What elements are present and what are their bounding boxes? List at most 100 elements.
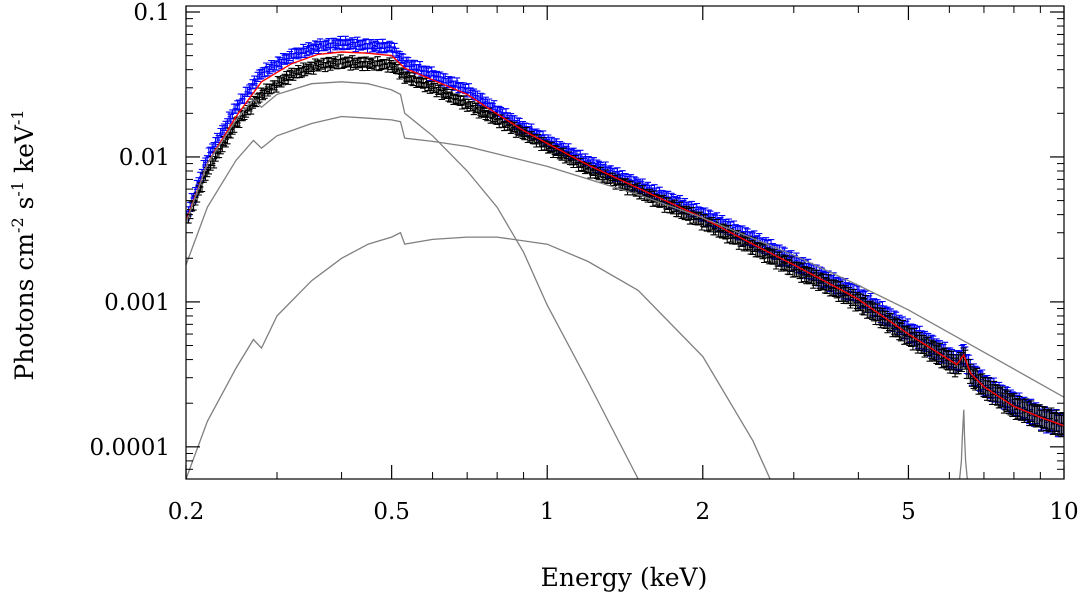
- data-point: [252, 78, 260, 89]
- data-point: [933, 344, 940, 364]
- data-point: [897, 322, 905, 342]
- data-point: [438, 89, 445, 101]
- data-point: [447, 77, 454, 88]
- data-point: [877, 310, 884, 329]
- data-point: [479, 106, 486, 117]
- data-point: [539, 130, 547, 141]
- data-point: [621, 179, 628, 191]
- data-point: [891, 316, 898, 335]
- data-point: [244, 86, 251, 97]
- data-point: [477, 105, 484, 116]
- data-point: [813, 269, 820, 286]
- data-point: [675, 197, 682, 211]
- y-tick-label: 0.001: [104, 290, 170, 316]
- data-point: [420, 78, 427, 89]
- data-series-1: [186, 54, 1064, 438]
- data-point: [707, 218, 714, 233]
- data-point: [377, 59, 385, 71]
- data-point: [739, 232, 746, 247]
- data-point: [323, 58, 331, 69]
- data-point: [1049, 412, 1057, 436]
- data-point: [482, 109, 489, 121]
- data-point: [303, 46, 310, 57]
- data-point: [989, 384, 996, 405]
- x-tick-label: 1: [540, 499, 555, 525]
- data-point: [470, 88, 478, 99]
- data-point: [744, 237, 751, 252]
- data-point: [749, 232, 756, 247]
- data-point: [627, 181, 635, 193]
- data-point: [220, 123, 228, 134]
- x-tick-label: 2: [695, 499, 710, 525]
- data-point: [572, 154, 579, 166]
- data-point: [266, 84, 273, 95]
- data-point: [469, 101, 476, 112]
- data-point: [219, 142, 226, 153]
- data-point: [553, 145, 560, 157]
- data-point: [845, 286, 852, 305]
- data-point: [281, 54, 288, 65]
- data-point: [742, 235, 749, 251]
- data-point: [847, 291, 854, 309]
- x-tick-label: 0.5: [373, 499, 410, 525]
- data-point: [507, 123, 515, 134]
- data-point: [369, 42, 376, 53]
- data-point: [1000, 392, 1008, 414]
- data-point: [869, 302, 876, 320]
- data-point: [518, 127, 525, 138]
- data-point: [605, 173, 613, 184]
- data-point: [406, 61, 413, 72]
- data-point: [455, 82, 462, 94]
- data-point: [649, 187, 657, 200]
- data-point: [347, 60, 354, 71]
- data-point: [875, 307, 883, 326]
- data-point: [504, 112, 511, 123]
- data-point: [357, 40, 364, 51]
- data-point: [718, 215, 726, 229]
- data-point: [492, 114, 499, 125]
- data-point: [889, 319, 896, 338]
- data-point: [779, 254, 787, 270]
- data-point: [710, 213, 717, 228]
- data-point: [624, 184, 631, 196]
- data-point: [279, 53, 287, 64]
- data-point: [730, 220, 738, 235]
- data-point: [977, 374, 984, 395]
- data-point: [312, 40, 319, 51]
- data-point: [767, 248, 775, 264]
- data-point: [506, 114, 513, 126]
- data-point: [599, 163, 606, 175]
- data-point: [305, 63, 312, 74]
- data-point: [310, 43, 317, 54]
- data-point: [783, 255, 790, 271]
- data-point: [335, 38, 342, 50]
- x-tick-label: 10: [1049, 499, 1078, 525]
- data-point: [293, 68, 300, 79]
- data-point: [1060, 412, 1064, 435]
- data-point: [339, 58, 346, 69]
- data-point: [475, 108, 483, 119]
- data-point: [345, 57, 353, 68]
- data-point: [590, 165, 597, 177]
- data-point: [560, 147, 567, 158]
- data-point: [254, 93, 261, 104]
- data-point: [615, 177, 623, 189]
- data-point: [286, 69, 293, 80]
- data-point: [202, 170, 209, 181]
- data-point: [1036, 404, 1043, 427]
- data-point: [546, 142, 554, 153]
- data-point: [958, 352, 965, 373]
- data-point: [268, 83, 275, 94]
- data-point: [637, 187, 645, 200]
- data-point: [452, 80, 459, 91]
- data-point: [614, 167, 621, 179]
- data-point: [570, 147, 577, 158]
- data-point: [899, 320, 906, 339]
- data-point: [742, 227, 749, 242]
- data-point: [541, 134, 548, 145]
- data-point: [376, 60, 383, 72]
- data-point: [867, 300, 874, 319]
- data-point: [664, 197, 672, 210]
- data-point: [566, 149, 574, 160]
